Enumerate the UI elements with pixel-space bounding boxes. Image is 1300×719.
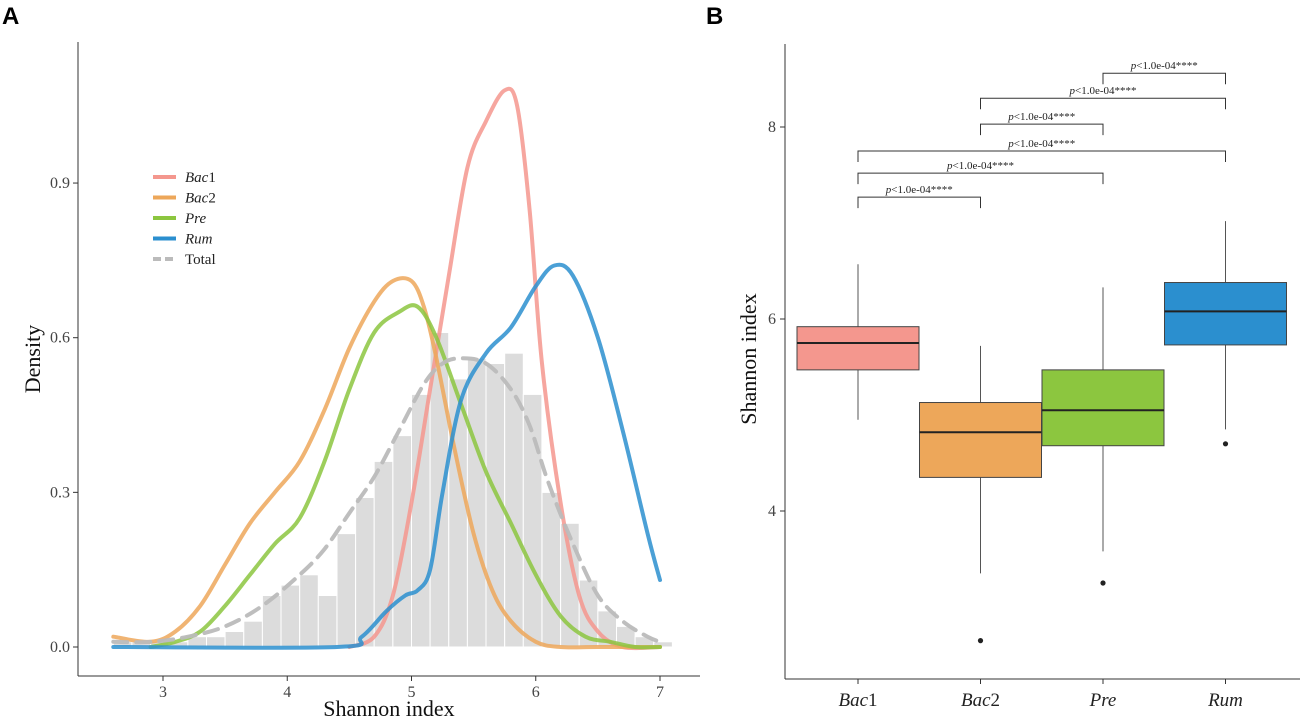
histogram-bar <box>522 393 543 648</box>
boxplot-chart: 468 Bac1 Bac2 Pre Rum p<1.0e-04****p<1.0e-0… <box>736 44 1300 711</box>
bracket-line <box>1102 72 1226 85</box>
x-tick-label-pre: Pre <box>1089 690 1117 711</box>
histogram-bar <box>336 533 357 648</box>
p-value-label: p<1.0e-04**** <box>1130 60 1198 72</box>
bracket-line <box>857 172 1104 185</box>
bracket-line <box>857 196 981 209</box>
panel-label-b: B <box>706 3 723 30</box>
y-tick-label: 0.9 <box>50 175 70 192</box>
outlier-point <box>1100 580 1106 586</box>
x-axis-ticks: Bac1 Bac2 Pre Rum <box>838 679 1243 711</box>
y-axis-ticks: 4 6 8 <box>768 119 785 520</box>
p-value-label: p<1.0e-04**** <box>1069 85 1137 97</box>
y-tick-label: 4 <box>768 503 776 520</box>
comparison-bracket: p<1.0e-04**** <box>857 160 1104 185</box>
x-tick-label: 5 <box>408 684 416 701</box>
density-curves <box>111 86 662 651</box>
outlier-point <box>977 638 984 644</box>
density-line-total <box>111 356 662 645</box>
box-iqr <box>919 402 1042 478</box>
legend-label-pre: Pre <box>184 211 206 227</box>
box-pre <box>1041 287 1165 586</box>
comparison-bracket: p<1.0e-04**** <box>1102 60 1226 85</box>
bracket-line <box>980 123 1104 136</box>
x-tick-label: 6 <box>532 684 540 701</box>
y-tick-label: 8 <box>768 119 776 136</box>
x-tick-label-rum: Rum <box>1207 690 1243 711</box>
x-tick-label-bac2: Bac2 <box>961 690 1000 711</box>
density-line-pre <box>148 303 662 650</box>
bracket-line <box>857 150 1226 162</box>
density-line-bac1 <box>347 86 662 651</box>
box-bac2 <box>919 345 1042 644</box>
histogram-bar <box>355 497 375 648</box>
histogram-bar <box>299 574 319 648</box>
x-tick-label: 7 <box>656 684 664 701</box>
y-tick-label: 6 <box>768 311 776 328</box>
y-tick-label: 0.3 <box>50 484 70 501</box>
histogram-bar <box>411 393 431 648</box>
histogram-bar <box>280 584 301 648</box>
p-value-label: p<1.0e-04**** <box>946 160 1014 172</box>
density-chart: 3 4 5 6 7 0.0 0.3 0.6 0.9 Shannon index Density… <box>20 42 700 719</box>
box-iqr <box>796 326 920 371</box>
box-rum <box>1164 221 1287 447</box>
bracket-line <box>980 97 1226 110</box>
histogram-bar <box>392 435 412 648</box>
histogram-bar <box>541 491 562 648</box>
x-axis-ticks: 3 4 5 6 7 <box>159 676 664 701</box>
legend: Bac1 Bac2 Pre Rum Total <box>153 170 216 268</box>
legend-label-total: Total <box>185 252 216 268</box>
comparison-bracket: p<1.0e-04**** <box>980 111 1104 136</box>
comparison-bracket: p<1.0e-04**** <box>857 184 981 209</box>
comparison-bracket: p<1.0e-04**** <box>980 85 1226 110</box>
x-tick-label-bac1: Bac1 <box>838 690 877 711</box>
legend-label-rum: Rum <box>184 232 213 248</box>
box-iqr <box>1164 282 1287 346</box>
boxes <box>796 221 1287 644</box>
box-bac1 <box>796 264 920 420</box>
significance-brackets: p<1.0e-04**** p<1.0e-04**** p<1.0e-04**** p… <box>857 60 1226 209</box>
histogram-bar <box>466 357 487 648</box>
density-line-bac2 <box>111 276 662 650</box>
histogram-bar <box>206 636 226 648</box>
box-iqr <box>1041 369 1165 447</box>
legend-label-bac1: Bac1 <box>185 170 216 186</box>
comparison-bracket: p<1.0e-04**** <box>857 138 1226 162</box>
p-value-label: p<1.0e-04**** <box>1007 111 1075 123</box>
y-axis-ticks: 0.0 0.3 0.6 0.9 <box>50 175 78 656</box>
x-axis-title: Shannon index <box>323 696 454 719</box>
p-value-label: p<1.0e-04**** <box>885 184 953 196</box>
y-tick-label: 0.6 <box>50 330 70 347</box>
histogram-bar <box>653 641 673 648</box>
histogram-bar <box>317 595 338 648</box>
histogram-bar <box>243 620 263 648</box>
x-tick-label: 4 <box>283 684 291 701</box>
outlier-point <box>1222 441 1229 447</box>
legend-label-bac2: Bac2 <box>185 191 216 207</box>
panel-label-a: A <box>2 3 19 30</box>
y-tick-label: 0.0 <box>50 639 70 656</box>
y-axis-title: Density <box>20 325 45 393</box>
x-tick-label: 3 <box>159 684 167 701</box>
histogram-bar <box>224 631 245 648</box>
density-line-rum <box>111 262 662 650</box>
y-axis-title: Shannon index <box>736 293 761 424</box>
p-value-label: p<1.0e-04**** <box>1007 138 1075 150</box>
